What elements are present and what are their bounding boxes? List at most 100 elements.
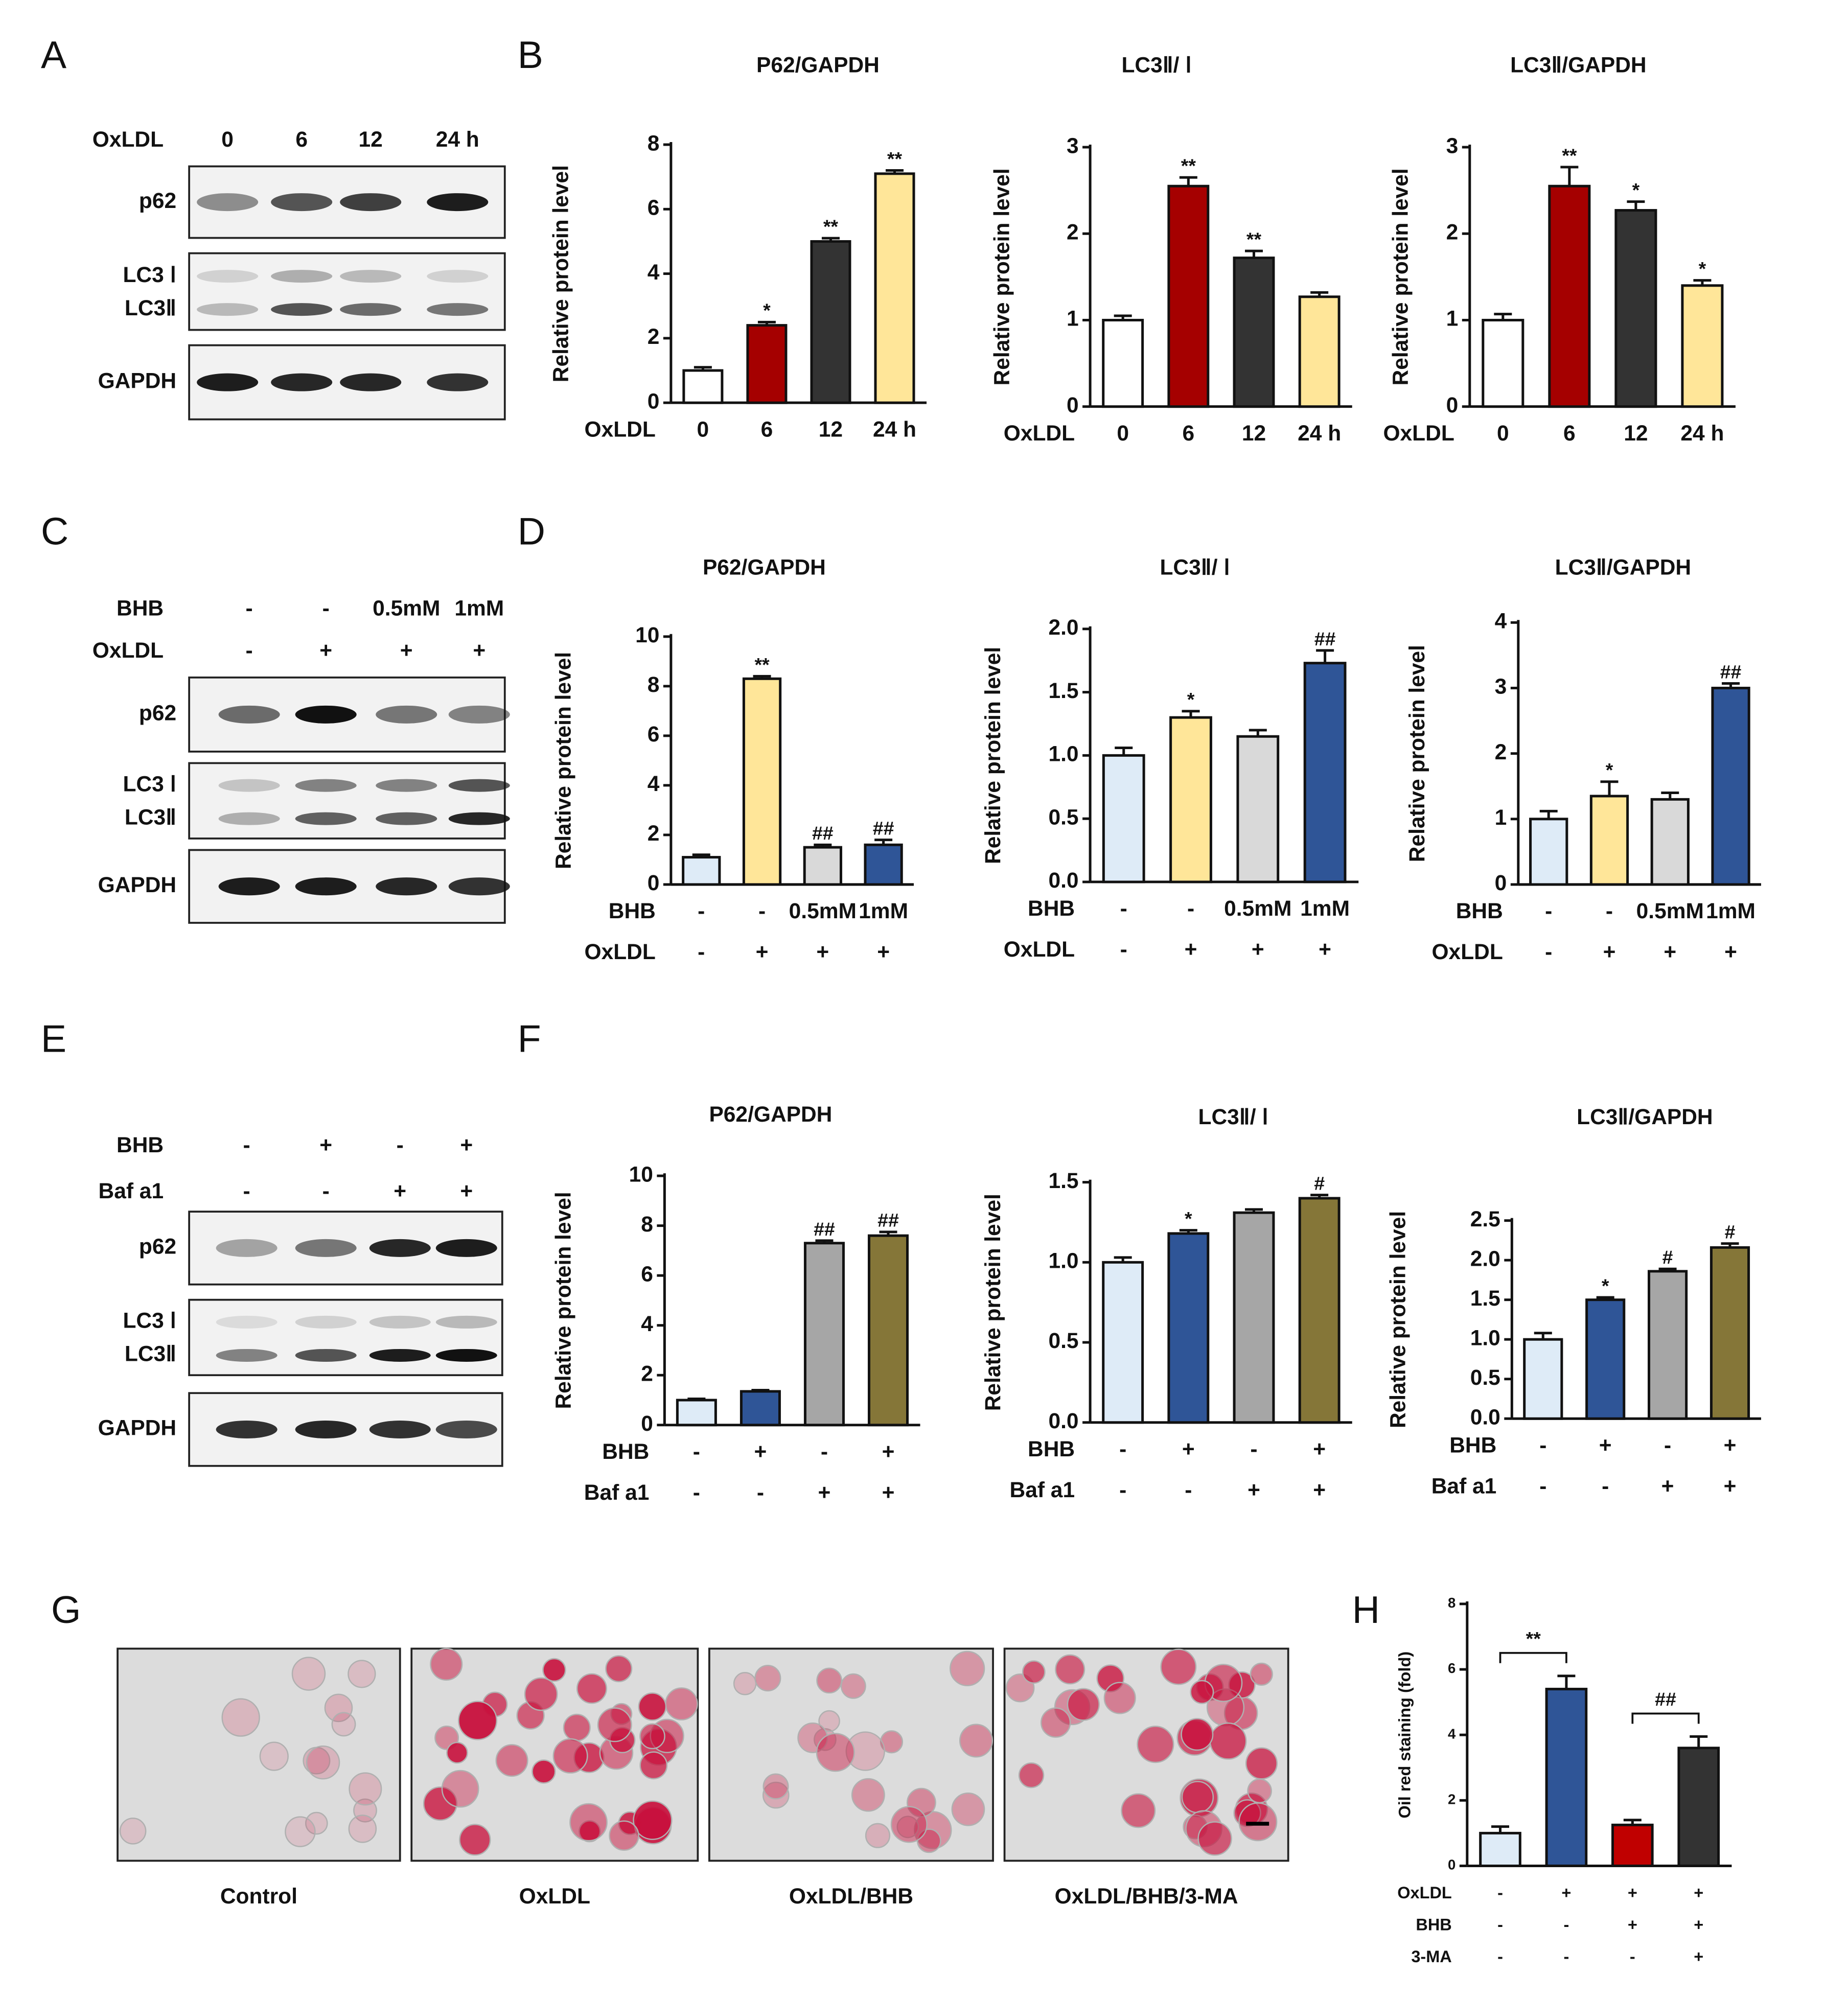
error-bar [1693, 279, 1712, 286]
y-tick-label: 0.0 [1048, 1409, 1078, 1433]
significance-label: ## [1720, 661, 1742, 682]
cell [423, 1786, 457, 1821]
x-tick-label: 6 [1563, 422, 1576, 446]
bar [1585, 1298, 1626, 1420]
blot-lane-label: - [322, 597, 330, 621]
bar [810, 240, 851, 404]
error-bar [1114, 1256, 1132, 1263]
cell [1121, 1793, 1156, 1828]
blot-lane-label: 6 [295, 128, 308, 152]
y-axis-label: Oil red staining (fold) [1395, 1652, 1414, 1819]
y-tick-label: 0 [648, 871, 660, 895]
cell [552, 1738, 588, 1774]
chart-title: P62/GAPDH [703, 556, 826, 580]
blot-band-label: GAPDH [98, 873, 176, 897]
band [271, 270, 333, 283]
bar [803, 846, 842, 886]
significance-label: ** [1562, 145, 1577, 166]
blot-factor: OxLDL [93, 639, 164, 663]
blot-band-label: p62 [139, 1235, 176, 1259]
band [369, 1420, 431, 1438]
chart-title: LC3Ⅱ/ Ⅰ [1121, 54, 1191, 78]
y-axis-label: Relative protein level [549, 165, 573, 382]
factor-name: Baf a1 [1431, 1474, 1497, 1498]
x-tick-label: - [1187, 897, 1194, 921]
cell [1022, 1660, 1046, 1684]
bar [1529, 818, 1568, 886]
cell [259, 1741, 289, 1771]
comparison-label: ** [1526, 1628, 1541, 1649]
x-tick-label: + [1694, 1947, 1703, 1966]
y-tick-label: 8 [648, 673, 660, 697]
y-tick-label: 3 [1067, 134, 1079, 158]
blot-lane-label: 12 [359, 128, 383, 152]
x-tick-label: - [1602, 1474, 1609, 1498]
error-bar [757, 320, 776, 326]
error-bar [753, 675, 771, 679]
cell [816, 1667, 842, 1694]
error-bar [1494, 313, 1512, 320]
x-tick-label: 6 [761, 417, 773, 441]
factor-name: OxLDL [1004, 422, 1075, 446]
significance-label: * [763, 299, 771, 321]
cell [840, 1673, 866, 1699]
y-tick-label: 0 [1448, 1857, 1456, 1873]
x-tick-label: - [1539, 1433, 1546, 1457]
bar [1102, 318, 1144, 408]
band [271, 193, 333, 212]
cell [665, 1687, 698, 1721]
band [340, 373, 402, 391]
chart-title: LC3Ⅱ/ Ⅰ [1198, 1105, 1268, 1129]
x-tick-label: - [698, 940, 705, 964]
x-tick-label: 0.5mM [789, 899, 857, 923]
y-tick-label: 2 [648, 822, 660, 846]
blot-lane-label: 1mM [454, 597, 504, 621]
significance-label: ## [1314, 628, 1336, 649]
blot-factor: OxLDL [93, 128, 164, 152]
band [427, 193, 489, 212]
x-tick-label: 24 h [873, 417, 916, 441]
x-tick-label: - [821, 1440, 828, 1464]
y-tick-label: 8 [648, 131, 660, 155]
error-bar [1560, 166, 1579, 187]
x-tick-label: 0.5mM [1224, 897, 1291, 921]
blot-lane-label: 0 [221, 128, 234, 152]
micrograph-caption: OxLDL [519, 1885, 590, 1909]
bar [682, 856, 721, 886]
band [218, 812, 280, 825]
cell [495, 1744, 528, 1777]
x-tick-label: - [1497, 1884, 1503, 1902]
panel-label: A [41, 33, 66, 76]
error-bar [1627, 200, 1645, 211]
y-tick-label: 1 [1446, 307, 1459, 331]
cell [816, 1733, 855, 1772]
micrograph-caption: Control [220, 1885, 297, 1909]
bar [1233, 1211, 1275, 1424]
cell [459, 1824, 491, 1856]
cell [959, 1724, 994, 1758]
error-bar [1114, 314, 1132, 320]
x-tick-label: - [757, 1481, 764, 1505]
factor-name: OxLDL [585, 940, 656, 964]
blot-band-label: p62 [139, 702, 176, 726]
cell [1209, 1722, 1247, 1760]
cell [306, 1745, 340, 1780]
cell [532, 1759, 556, 1784]
x-tick-label: - [698, 899, 705, 923]
bar [742, 677, 782, 886]
band [295, 877, 357, 896]
bar [1681, 284, 1724, 408]
y-tick-label: 1.5 [1470, 1287, 1500, 1311]
blot-lane-label: + [473, 639, 486, 663]
blot-lane-label: + [319, 1133, 332, 1157]
blot-strip [188, 1298, 503, 1377]
y-axis-label: Relative protein level [552, 1192, 576, 1409]
band [295, 705, 357, 724]
significance-label: * [1699, 258, 1706, 280]
panel-label: G [51, 1588, 81, 1631]
band [448, 779, 510, 792]
blot-factor: Baf a1 [99, 1179, 164, 1203]
x-tick-label: 1mM [1706, 899, 1755, 923]
blot-lane-label: - [397, 1133, 404, 1157]
error-bar [1690, 1735, 1708, 1748]
